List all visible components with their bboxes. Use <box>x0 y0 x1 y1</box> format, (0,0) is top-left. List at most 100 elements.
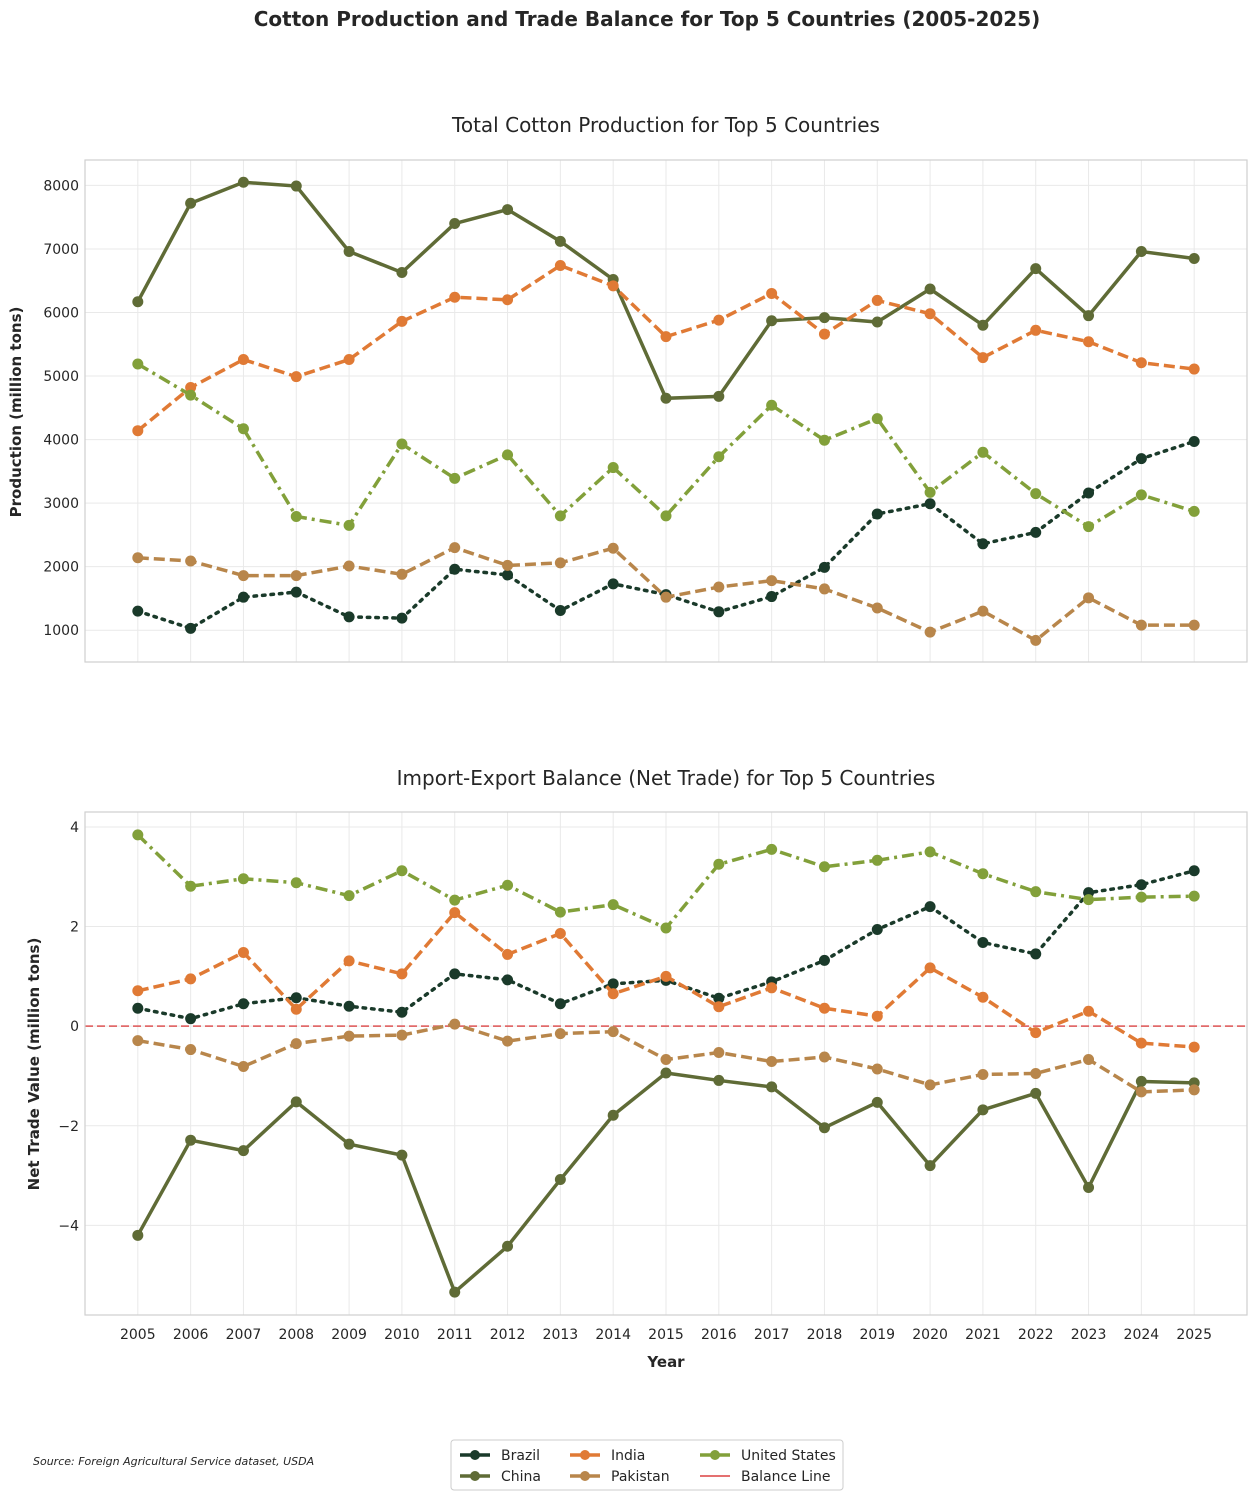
production-point-united-states <box>818 434 830 446</box>
production-point-china <box>554 235 566 247</box>
trade-point-india <box>871 1010 883 1022</box>
production-point-india <box>396 315 408 327</box>
trade-point-brazil <box>343 1000 355 1012</box>
trade-point-china <box>871 1096 883 1108</box>
trade-x-tick-label: 2023 <box>1071 1327 1107 1343</box>
trade-x-tick-label: 2015 <box>648 1327 684 1343</box>
trade-x-tick-label: 2011 <box>437 1327 473 1343</box>
production-point-pakistan <box>185 555 197 567</box>
trade-point-india <box>977 991 989 1003</box>
trade-point-china <box>766 1081 778 1093</box>
legend-label-pakistan: Pakistan <box>611 1469 670 1485</box>
production-point-china <box>1135 246 1147 258</box>
trade-point-pakistan <box>1030 1067 1042 1079</box>
production-point-pakistan <box>237 570 249 582</box>
trade-point-china <box>607 1109 619 1121</box>
trade-point-pakistan <box>977 1068 989 1080</box>
production-point-china <box>1030 263 1042 275</box>
production-point-china <box>1188 252 1200 264</box>
production-point-brazil <box>237 591 249 603</box>
trade-point-pakistan <box>449 1018 461 1030</box>
production-point-pakistan <box>766 575 778 587</box>
trade-point-china <box>290 1096 302 1108</box>
trade-point-brazil <box>607 978 619 990</box>
production-point-pakistan <box>343 560 355 572</box>
production-point-united-states <box>237 423 249 435</box>
trade-point-united-states <box>343 890 355 902</box>
trade-point-pakistan <box>237 1060 249 1072</box>
production-point-brazil <box>502 569 514 581</box>
trade-point-pakistan <box>766 1056 778 1068</box>
trade-point-china <box>924 1160 936 1172</box>
trade-point-india <box>1135 1037 1147 1049</box>
trade-x-tick-label: 2013 <box>543 1327 579 1343</box>
production-point-china <box>818 312 830 324</box>
trade-point-united-states <box>924 846 936 858</box>
production-point-united-states <box>449 472 461 484</box>
production-point-china <box>1083 310 1095 322</box>
trade-y-tick-label: 2 <box>70 920 79 936</box>
production-point-brazil <box>1030 526 1042 538</box>
trade-y-axis-label: Net Trade Value (million tons) <box>25 938 43 1191</box>
trade-point-brazil <box>185 1013 197 1025</box>
trade-x-tick-label: 2010 <box>384 1327 420 1343</box>
trade-point-united-states <box>1188 890 1200 902</box>
production-series-brazil-line <box>136 439 1196 631</box>
production-point-india <box>977 352 989 364</box>
trade-x-tick-label: 2007 <box>226 1327 262 1343</box>
trade-point-united-states <box>871 854 883 866</box>
trade-point-pakistan <box>343 1030 355 1042</box>
production-point-pakistan <box>502 559 514 571</box>
production-point-brazil <box>924 498 936 510</box>
trade-point-united-states <box>1083 894 1095 906</box>
trade-point-brazil <box>290 992 302 1004</box>
trade-point-pakistan <box>660 1054 672 1066</box>
production-point-india <box>713 314 725 326</box>
legend-marker-pakistan <box>580 1471 590 1481</box>
production-point-brazil <box>1135 453 1147 465</box>
trade-point-china <box>396 1149 408 1161</box>
production-point-brazil <box>343 611 355 623</box>
trade-x-tick-label: 2025 <box>1176 1327 1212 1343</box>
production-point-china <box>396 266 408 278</box>
trade-y-tick-label: −2 <box>58 1119 79 1135</box>
trade-point-india <box>343 955 355 967</box>
trade-x-tick-label: 2012 <box>490 1327 526 1343</box>
production-point-china <box>924 283 936 295</box>
trade-point-united-states <box>502 879 514 891</box>
trade-point-united-states <box>607 899 619 911</box>
trade-point-pakistan <box>554 1028 566 1040</box>
trade-point-pakistan <box>924 1079 936 1091</box>
trade-point-india <box>185 973 197 985</box>
trade-x-tick-label: 2017 <box>754 1327 790 1343</box>
trade-x-tick-label: 2018 <box>807 1327 843 1343</box>
trade-point-china <box>713 1074 725 1086</box>
production-point-china <box>185 197 197 209</box>
trade-point-united-states <box>818 861 830 873</box>
trade-point-china <box>818 1122 830 1134</box>
production-point-united-states <box>871 413 883 425</box>
production-point-brazil <box>396 612 408 624</box>
production-point-united-states <box>1083 521 1095 533</box>
trade-point-china <box>660 1067 672 1079</box>
trade-point-brazil <box>554 998 566 1010</box>
production-point-india <box>1083 336 1095 348</box>
trade-point-pakistan <box>132 1035 144 1047</box>
trade-point-brazil <box>871 924 883 936</box>
trade-point-united-states <box>237 873 249 885</box>
trade-point-india <box>1083 1005 1095 1017</box>
production-point-pakistan <box>290 570 302 582</box>
production-point-china <box>132 296 144 308</box>
production-point-brazil <box>185 622 197 634</box>
trade-point-pakistan <box>290 1038 302 1050</box>
trade-x-tick-label: 2016 <box>701 1327 737 1343</box>
legend: Brazil China India Pakistan United States Bal… <box>450 1439 844 1491</box>
trade-x-tick-label: 2024 <box>1124 1327 1160 1343</box>
production-y-axis-label: Production (million tons) <box>7 307 25 518</box>
x-axis-label: Year <box>646 1353 685 1371</box>
trade-axes-frame <box>84 811 1248 1316</box>
figure-title: Cotton Production and Trade Balance for … <box>254 7 1041 31</box>
production-point-india <box>502 294 514 306</box>
production-point-united-states <box>1030 488 1042 500</box>
